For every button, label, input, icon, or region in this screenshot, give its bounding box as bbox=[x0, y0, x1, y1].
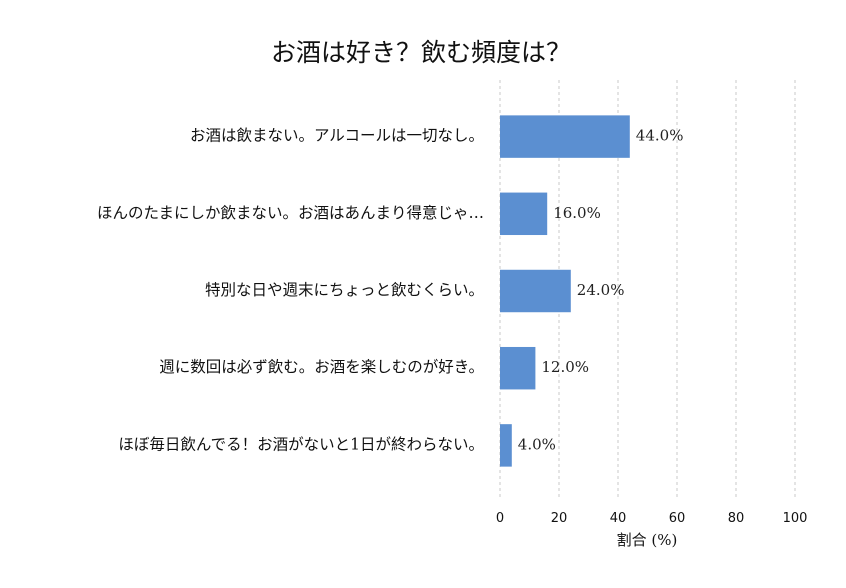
category-label: ほぼ毎日飲んでる！お酒がないと1日が終わらない。 bbox=[118, 435, 484, 453]
bar bbox=[500, 115, 630, 158]
x-tick-label: 100 bbox=[783, 511, 808, 526]
x-tick-label: 80 bbox=[728, 511, 745, 526]
bars bbox=[500, 115, 630, 467]
x-tick-labels: 0 20 40 60 80 100 bbox=[496, 511, 808, 526]
value-labels: 44.0% 16.0% 24.0% 12.0% 4.0% bbox=[518, 127, 684, 454]
value-label: 4.0% bbox=[518, 435, 556, 453]
bar bbox=[500, 192, 548, 236]
chart-title: お酒は好き？飲む頻度は？ bbox=[271, 38, 571, 67]
x-tick-label: 20 bbox=[551, 511, 568, 526]
value-label: 44.0% bbox=[636, 127, 684, 145]
x-tick-label: 40 bbox=[610, 511, 627, 526]
category-labels: お酒は飲まない。アルコールは一切なし。ほんのたまにしか飲まない。お酒はあんまり得… bbox=[97, 127, 484, 454]
category-label: 特別な日や週末にちょっと飲むくらい。 bbox=[205, 281, 484, 299]
x-tick-label: 0 bbox=[496, 511, 504, 526]
value-label: 24.0% bbox=[577, 281, 625, 299]
value-label: 12.0% bbox=[541, 358, 589, 376]
value-label: 16.0% bbox=[553, 204, 601, 222]
bar bbox=[500, 346, 536, 390]
bar bbox=[500, 269, 571, 313]
category-label: お酒は飲まない。アルコールは一切なし。 bbox=[190, 127, 484, 145]
category-label: ほんのたまにしか飲まない。お酒はあんまり得意じゃ… bbox=[97, 203, 484, 222]
x-tick-label: 60 bbox=[669, 511, 686, 526]
bar bbox=[500, 424, 512, 467]
x-axis-label: 割合 (%) bbox=[617, 531, 678, 549]
category-label: 週に数回は必ず飲む。お酒を楽しむのが好き。 bbox=[159, 358, 484, 376]
